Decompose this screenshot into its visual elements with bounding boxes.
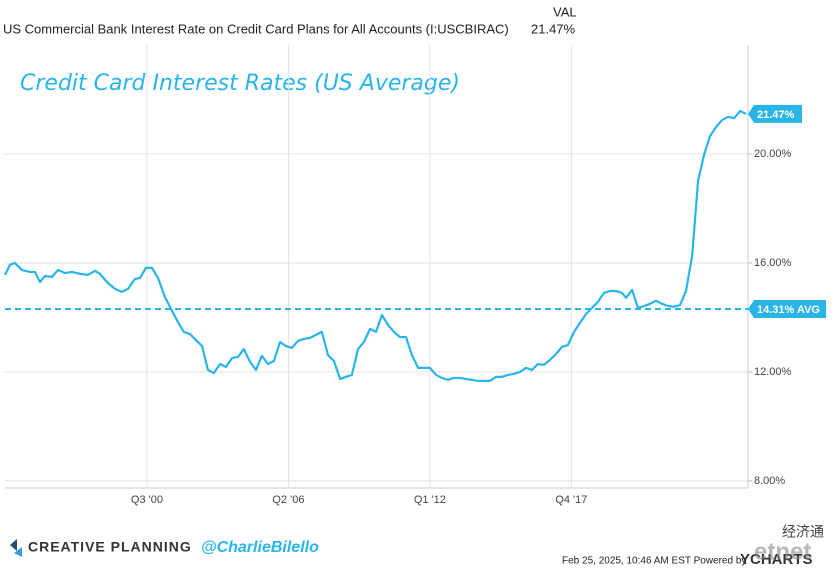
watermark: etnet (754, 538, 811, 565)
series-line (4, 109, 747, 383)
average-badge (748, 300, 826, 319)
x-tick-label: Q4 '17 (555, 494, 587, 506)
average-label: 14.31% AVG (757, 304, 820, 316)
last-value-label: 21.47% (757, 109, 795, 121)
brand: CREATIVE PLANNING (28, 539, 192, 555)
chart-title: Credit Card Interest Rates (US Average) (20, 71, 460, 96)
watermark-cn: 经济通 (782, 524, 824, 540)
brand-logo (10, 539, 22, 557)
y-tick-label: 16.00% (754, 257, 792, 269)
timestamp: Feb 25, 2025, 10:46 AM EST Powered by (562, 556, 746, 567)
series-name: US Commercial Bank Interest Rate on Cred… (3, 21, 509, 36)
last-value-badge (748, 104, 802, 123)
y-tick-label: 20.00% (754, 148, 792, 160)
y-tick-label: 12.00% (754, 366, 792, 378)
provider: YCHARTS (740, 551, 813, 568)
x-tick-label: Q2 '06 (272, 494, 304, 506)
y-tick-label: 8.00% (754, 475, 785, 487)
handle: @CharlieBilello (201, 539, 319, 556)
series-last-value: 21.47% (531, 21, 576, 36)
value-header: VAL (553, 4, 577, 19)
x-tick-label: Q1 '12 (414, 494, 446, 506)
x-tick-label: Q3 '00 (131, 494, 163, 506)
